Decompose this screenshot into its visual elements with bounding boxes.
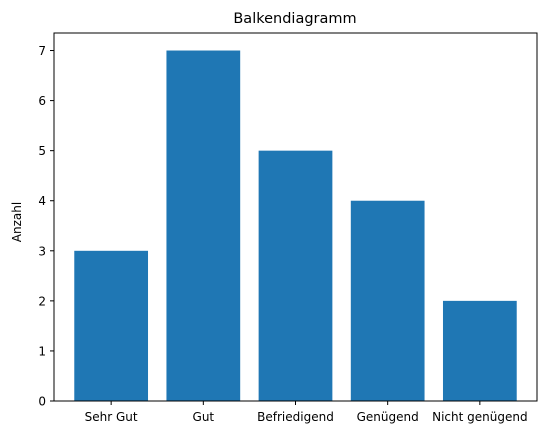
bar-4: [442, 300, 517, 401]
chart-title: Balkendiagramm: [233, 11, 356, 27]
y-tick-label: 0: [38, 395, 46, 409]
y-tick-label: 3: [38, 244, 46, 258]
y-axis-ticks: 0 1 2 3 4 5 6 7: [38, 44, 54, 409]
plot-frame: [53, 32, 538, 402]
y-tick-label: 1: [38, 344, 46, 358]
x-tick-label: Befriedigend: [257, 410, 334, 424]
x-tick-label: Genügend: [357, 410, 419, 424]
x-tick-label: Sehr Gut: [85, 410, 138, 424]
bars-group: [74, 50, 517, 402]
x-tick-label: Nicht genügend: [432, 410, 527, 424]
y-tick-label: 2: [38, 294, 46, 308]
y-axis-label: Anzahl: [10, 202, 24, 242]
x-tick-label: Gut: [193, 410, 215, 424]
y-tick-label: 7: [38, 44, 46, 58]
bar-2: [258, 150, 333, 401]
y-tick-label: 5: [38, 144, 46, 158]
bar-1: [166, 50, 241, 402]
y-tick-label: 4: [38, 194, 46, 208]
x-axis-ticks: Sehr Gut Gut Befriedigend Genügend Nicht gen…: [85, 401, 528, 424]
y-tick-label: 6: [38, 94, 46, 108]
bar-0: [74, 250, 149, 401]
bar-3: [350, 200, 425, 401]
